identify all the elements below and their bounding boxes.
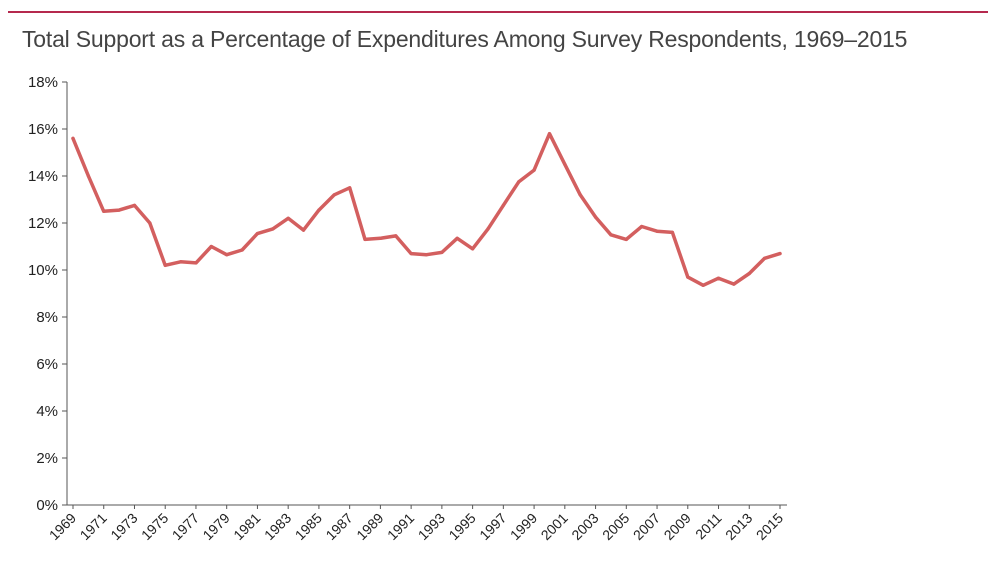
data-point [117,208,121,212]
x-tick-label: 1993 [415,510,448,543]
data-point [148,221,152,225]
x-tick-label: 1991 [384,510,417,543]
y-tick-label: 18% [28,74,58,91]
chart-title: Total Support as a Percentage of Expendi… [22,26,908,52]
data-point [378,236,382,240]
x-tick-label: 1999 [507,510,540,543]
x-tick-label: 2007 [630,510,663,543]
series-group [71,131,782,288]
y-tick-label: 16% [28,121,58,138]
x-axis: 1969197119731975197719791981198319851987… [46,504,787,543]
x-tick-label: 2001 [538,510,571,543]
y-tick-label: 6% [36,356,58,373]
x-tick-label: 1979 [199,510,232,543]
data-point [763,256,767,260]
x-tick-label: 1969 [46,510,79,543]
data-point [609,233,613,237]
data-point [71,136,75,140]
y-tick-label: 4% [36,403,58,420]
data-point [209,244,213,249]
x-tick-label: 2011 [692,510,725,543]
data-point [778,252,782,256]
y-tick-label: 14% [28,168,58,185]
y-axis: 0% 2% 4% 6% 8% 10% 12% 14% 16% 18% [28,74,68,514]
y-tick-label: 8% [36,309,58,326]
data-point [317,208,321,212]
data-point [471,247,475,251]
data-point [747,271,751,276]
y-tick-label: 10% [28,262,58,279]
data-point [547,132,552,136]
data-point [163,263,167,267]
data-point [532,168,536,172]
x-tick-label: 1981 [230,510,263,543]
data-point [286,216,290,220]
x-tick-label: 1977 [169,510,202,543]
data-point [670,230,675,234]
data-point [501,203,505,207]
data-point [424,253,429,257]
data-point [655,229,659,233]
data-point [517,180,521,184]
x-tick-label: 1975 [138,510,171,543]
data-point [701,283,705,287]
x-tick-label: 1985 [292,510,325,543]
x-tick-label: 2005 [599,510,632,543]
x-tick-label: 2015 [753,510,786,543]
data-point [578,193,582,197]
data-point [624,237,628,241]
data-point [102,209,106,213]
x-tick-label: 1973 [107,510,140,543]
x-tick-label: 2013 [722,510,755,543]
data-point [255,232,259,236]
data-point [348,186,352,190]
data-point [716,276,721,280]
data-point [640,224,644,229]
x-tick-label: 1983 [261,510,294,543]
series-line [71,131,782,288]
data-point [271,227,275,231]
x-tick-label: 2009 [661,510,694,543]
data-point [194,261,198,265]
data-point [240,248,244,252]
x-tick-label: 1989 [353,510,386,543]
data-point [225,253,229,257]
data-point [363,237,367,241]
data-point [86,174,90,178]
data-point [179,260,183,264]
x-tick-label: 1987 [322,510,355,543]
x-tick-label: 2003 [568,510,601,543]
y-tick-label: 2% [36,450,58,467]
data-point [301,228,306,232]
data-point [394,234,398,238]
data-point [732,282,736,286]
title-rule [8,11,988,13]
data-point [409,252,413,256]
x-tick-label: 1971 [77,510,110,543]
x-tick-label: 1997 [476,510,509,543]
data-point [440,250,444,254]
y-tick-label: 12% [28,215,58,232]
data-point [563,162,567,166]
data-point [332,193,336,197]
data-point [132,203,137,207]
data-point [455,236,459,240]
data-point [594,215,598,219]
x-tick-label: 1995 [445,510,478,543]
data-point [686,275,690,279]
data-point [486,227,490,231]
y-tick-label: 0% [36,497,58,514]
